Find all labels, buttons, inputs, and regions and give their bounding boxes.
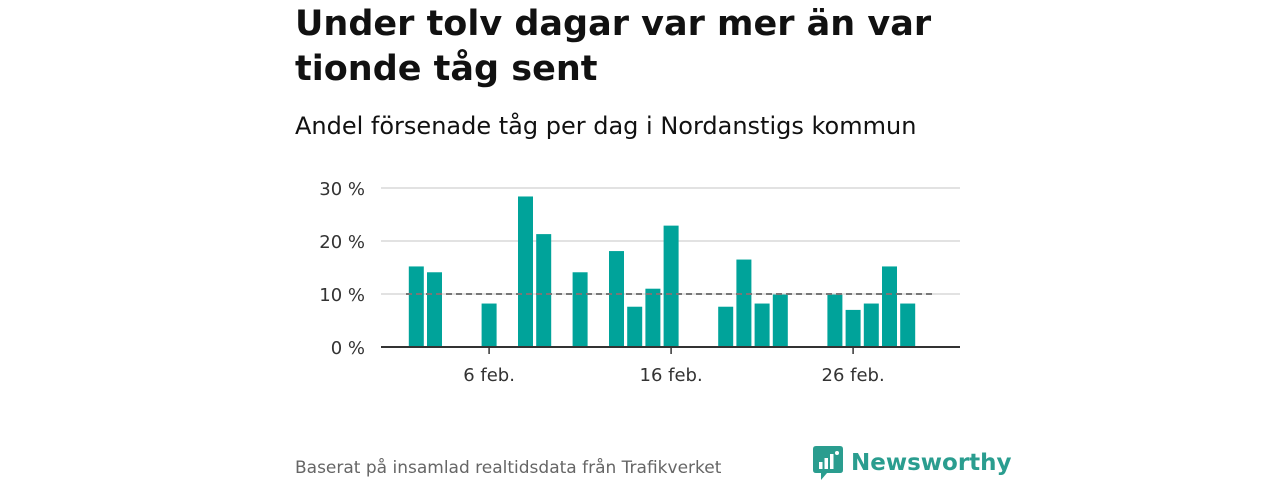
y-tick-label: 30 % <box>319 179 365 200</box>
source-note: Baserat på insamlad realtidsdata från Tr… <box>295 458 722 478</box>
chart-title: Under tolv dagar var mer än var tionde t… <box>295 4 932 89</box>
brand-logo: Newsworthy <box>813 446 1012 480</box>
bar <box>408 266 424 347</box>
bar <box>863 303 879 347</box>
newsworthy-logo-icon <box>813 446 843 480</box>
bar <box>882 266 897 347</box>
bar <box>754 303 770 347</box>
y-tick-label: 0 % <box>331 338 365 359</box>
x-tick-label: 6 feb. <box>463 365 515 386</box>
bar <box>645 288 661 347</box>
bar <box>536 234 552 347</box>
brand-name: Newsworthy <box>851 450 1012 476</box>
bar <box>627 306 643 347</box>
bar <box>572 272 588 347</box>
bar <box>900 303 916 347</box>
bars <box>408 196 916 347</box>
y-tick-label: 20 % <box>319 232 365 253</box>
x-tick-label: 16 feb. <box>640 365 703 386</box>
bar <box>663 225 679 347</box>
y-axis-ticks: 0 % 10 % 20 % 30 % <box>319 179 365 359</box>
bar <box>736 259 752 347</box>
bar <box>518 196 533 347</box>
bar <box>718 306 734 347</box>
y-tick-label: 10 % <box>319 285 365 306</box>
bar <box>427 272 442 347</box>
bar-chart: 0 % 10 % 20 % 30 % 6 feb. 16 feb. 26 feb. <box>319 179 960 386</box>
bar <box>772 294 788 347</box>
bar <box>609 251 624 347</box>
bar <box>481 303 497 347</box>
bar <box>845 309 861 347</box>
x-tick-label: 26 feb. <box>822 365 885 386</box>
chart-subtitle: Andel försenade tåg per dag i Nordanstig… <box>295 112 917 140</box>
bar <box>827 294 843 347</box>
x-axis-ticks: 6 feb. 16 feb. 26 feb. <box>463 347 885 386</box>
